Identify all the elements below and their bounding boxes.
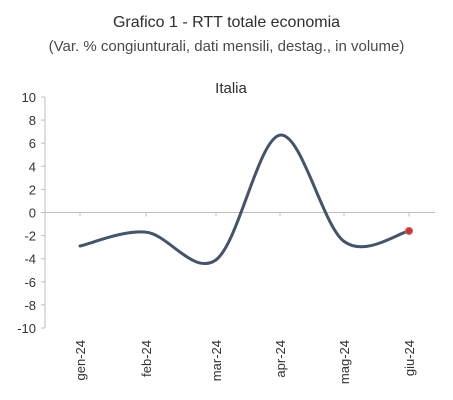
y-tick-label: -10 (17, 321, 36, 336)
y-tick-label: 10 (22, 90, 36, 105)
y-tick-label: 0 (29, 206, 36, 221)
x-tick-label: apr-24 (273, 340, 288, 378)
y-tick-label: 4 (29, 159, 36, 174)
y-tick-label: 8 (29, 113, 36, 128)
series-line (78, 133, 411, 265)
y-tick-label: 6 (29, 136, 36, 151)
last-point-marker (405, 226, 413, 235)
chart-subtitle: (Var. % congiunturali, dati mensili, des… (48, 38, 405, 55)
x-tick-label: giu-24 (402, 340, 417, 376)
panel-title: Italia (215, 80, 247, 97)
y-tick-label: 2 (29, 182, 36, 197)
x-tick-label: gen-24 (73, 340, 88, 380)
y-tick-label: -2 (24, 229, 36, 244)
chart-title: Grafico 1 - RTT totale economia (112, 14, 341, 31)
y-tick-label: -6 (24, 275, 36, 290)
y-axis-ticks: 10 8 6 4 2 0 -2 -4 -6 -8 -10 (17, 90, 45, 336)
x-axis-ticks: gen-24 feb-24 mar-24 apr-24 mag-24 giu-24 (73, 212, 417, 384)
y-tick-label: -8 (24, 298, 36, 313)
x-tick-label: feb-24 (139, 340, 154, 377)
series-group (78, 133, 413, 265)
x-tick-label: mag-24 (337, 340, 352, 384)
y-tick-label: -4 (24, 252, 36, 267)
x-tick-label: mar-24 (209, 340, 224, 381)
